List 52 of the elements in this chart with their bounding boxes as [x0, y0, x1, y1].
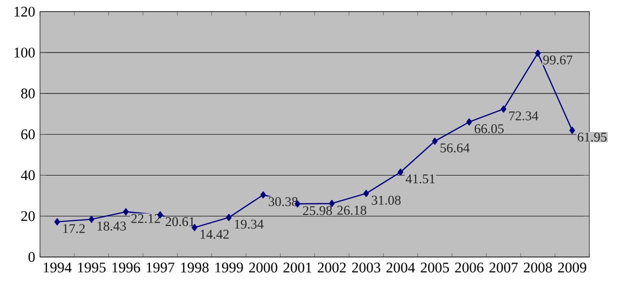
x-tick-label: 2003 [352, 262, 380, 272]
x-tick-label: 1996 [112, 262, 140, 272]
y-tick-label: 100 [14, 48, 35, 58]
x-tick-label: 1998 [181, 262, 209, 272]
point [123, 208, 129, 216]
x-tick-label: 2002 [318, 262, 346, 272]
point [192, 224, 198, 232]
data-label: 19.34 [234, 220, 264, 229]
point [260, 191, 266, 198]
x-tick-label: 1997 [146, 262, 174, 272]
y-tick-label: 60 [21, 129, 35, 140]
x-tick-label: 1999 [215, 262, 243, 272]
x-tick-label: 2007 [489, 262, 518, 272]
data-label: 26.18 [337, 206, 366, 215]
data-label: 56.64 [440, 143, 470, 152]
x-tick-label: 2001 [283, 262, 312, 272]
x-tick-label: 2004 [386, 262, 415, 272]
point [88, 216, 94, 223]
y-tick-label: 80 [21, 88, 35, 98]
data-label: 99.67 [543, 56, 572, 65]
y-tick-label: 120 [14, 6, 35, 17]
x-tick-label: 2008 [524, 262, 552, 272]
point [535, 50, 541, 57]
point [466, 118, 472, 126]
data-label: 72.34 [509, 111, 538, 120]
x-tick-label: 2000 [249, 262, 278, 272]
data-label: 18.43 [98, 222, 126, 231]
point [398, 168, 404, 176]
x-tick-label: 2006 [455, 262, 484, 272]
point [500, 106, 506, 113]
point [363, 190, 369, 197]
y-tick-label: 0 [28, 252, 35, 262]
point [569, 126, 575, 134]
y-tick-label: 20 [21, 211, 35, 222]
point [54, 218, 60, 226]
data-label: 25.98 [303, 206, 332, 216]
x-tick-label: 1994 [44, 262, 72, 272]
data-label: 31.08 [372, 196, 401, 205]
point [226, 214, 232, 221]
data-label: 41.51 [406, 174, 435, 184]
point [329, 200, 335, 208]
data-label: 14.42 [200, 230, 229, 239]
data-label: 66.05 [474, 124, 504, 134]
x-tick-label: 2005 [420, 262, 449, 272]
x-tick-label: 1995 [78, 262, 106, 272]
x-tick-label: 2009 [558, 262, 586, 272]
data-label: 30.38 [268, 197, 298, 206]
data-label: 17.2 [63, 224, 85, 234]
y-tick-label: 40 [20, 170, 35, 180]
data-label: 20.61 [166, 217, 194, 226]
data-label: 61.95 [578, 132, 607, 142]
point [432, 138, 438, 145]
